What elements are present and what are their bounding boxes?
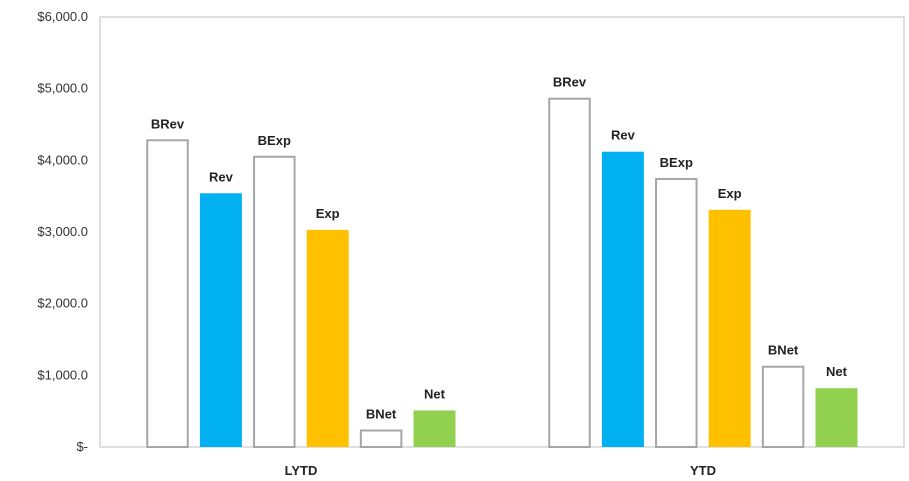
- bar-label-bnet-ytd: BNet: [768, 343, 799, 358]
- bar-rev-ytd: [601, 151, 644, 447]
- bar-bexp-ytd: [655, 177, 698, 448]
- bar-label-bexp-ytd: BExp: [660, 155, 693, 170]
- bar-bnet-lytd: [359, 429, 403, 448]
- x-category-label: LYTD: [285, 463, 318, 478]
- bar-net-lytd: [413, 410, 456, 447]
- bar-rev-lytd: [199, 193, 242, 447]
- bar-label-rev-lytd: Rev: [209, 169, 234, 184]
- y-tick-label: $4,000.0: [37, 152, 88, 167]
- bar-label-net-ytd: Net: [826, 364, 848, 379]
- bar-brev-lytd: [146, 139, 189, 448]
- y-tick-label: $-: [76, 439, 88, 454]
- y-tick-label: $5,000.0: [37, 81, 88, 96]
- y-tick-label: $3,000.0: [37, 224, 88, 239]
- bar-label-rev-ytd: Rev: [611, 128, 636, 143]
- bar-exp-ytd: [708, 209, 751, 447]
- x-category-label: YTD: [690, 463, 716, 478]
- y-tick-label: $6,000.0: [37, 9, 88, 24]
- bar-brev-ytd: [548, 97, 591, 448]
- y-tick-label: $1,000.0: [37, 367, 88, 382]
- bar-label-brev-ytd: BRev: [553, 75, 587, 90]
- bar-exp-lytd: [306, 229, 349, 447]
- y-tick-label: $2,000.0: [37, 296, 88, 311]
- plot-area-border: [99, 16, 905, 448]
- bar-net-ytd: [815, 388, 858, 447]
- bar-label-net-lytd: Net: [424, 386, 446, 401]
- bar-bnet-ytd: [761, 365, 805, 449]
- bar-label-bexp-lytd: BExp: [258, 133, 291, 148]
- bar-label-exp-ytd: Exp: [718, 186, 742, 201]
- bar-bexp-lytd: [253, 155, 296, 448]
- bar-label-bnet-lytd: BNet: [366, 407, 397, 422]
- bar-label-brev-lytd: BRev: [151, 116, 185, 131]
- bar-label-exp-lytd: Exp: [316, 206, 340, 221]
